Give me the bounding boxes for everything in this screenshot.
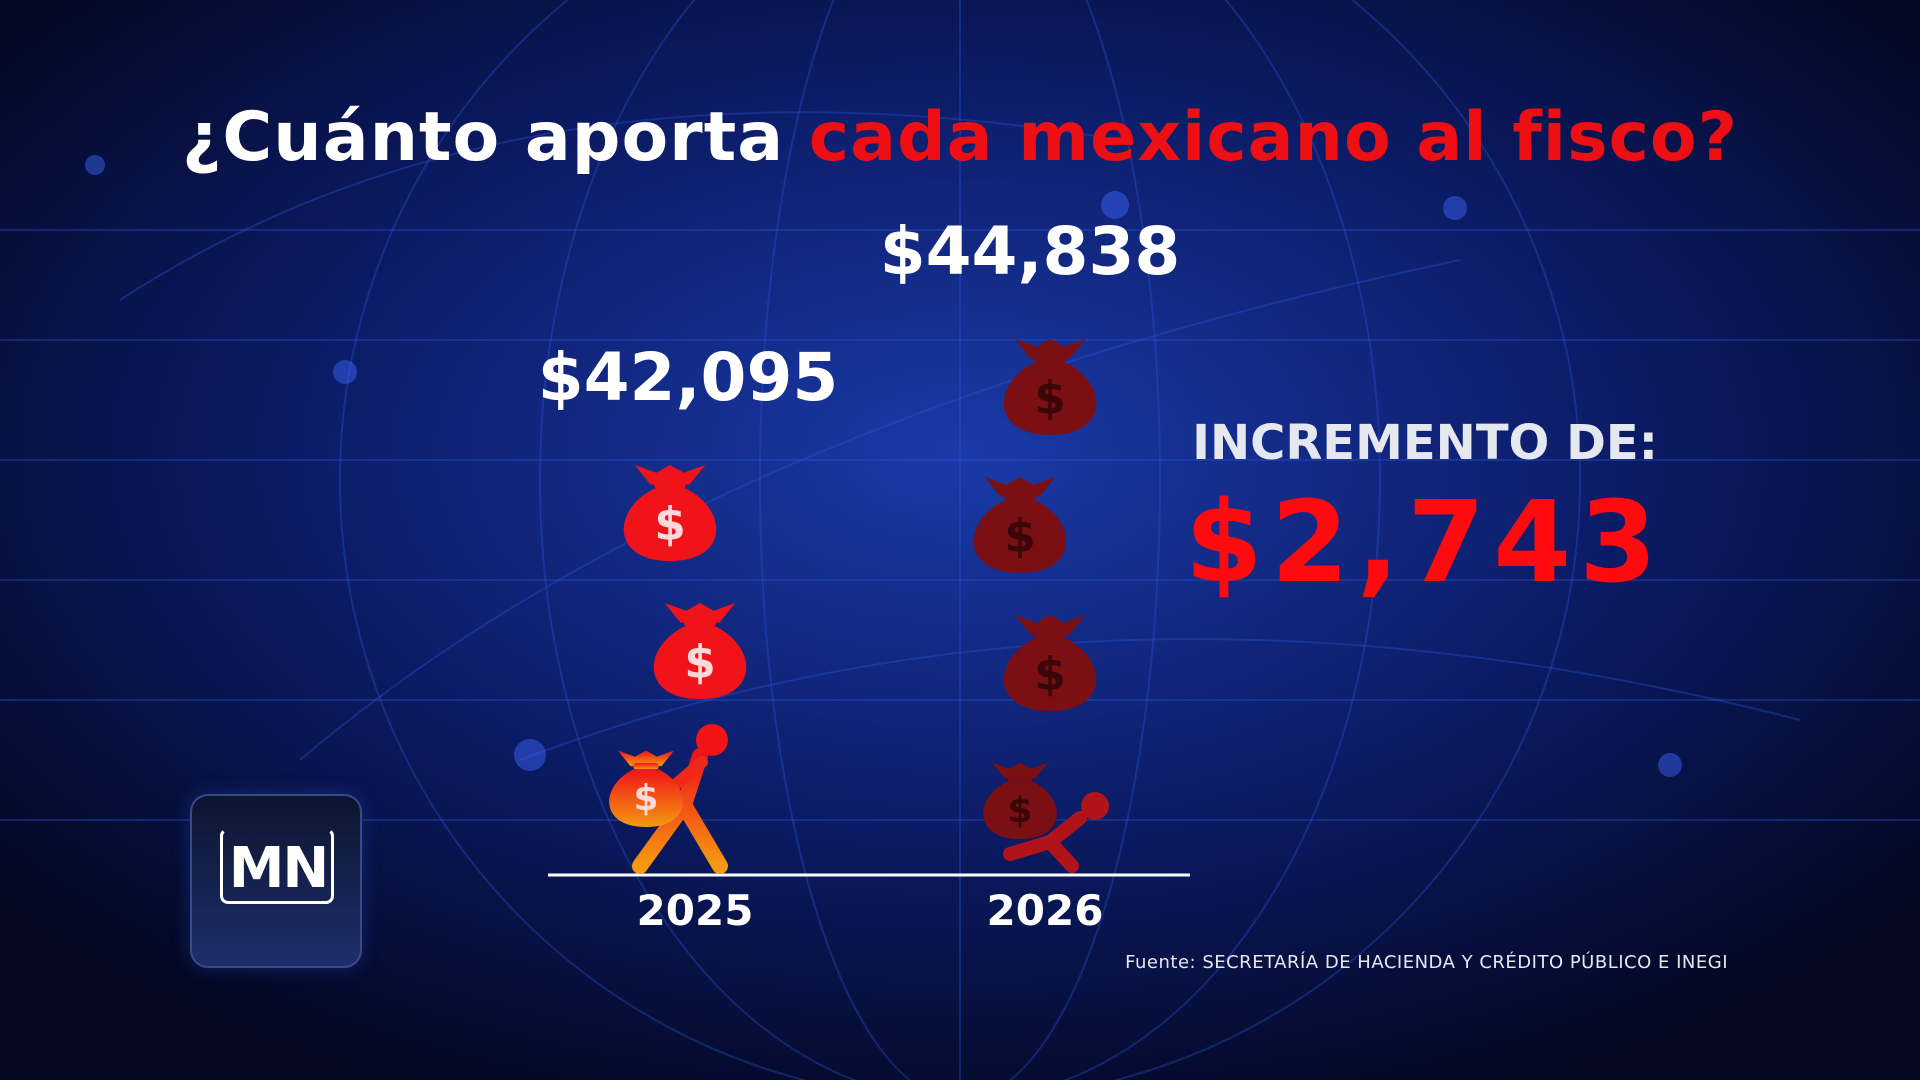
title-highlight: cada mexicano al fisco? xyxy=(808,98,1739,177)
title-prefix: ¿Cuánto aporta xyxy=(181,98,809,177)
bar-stack-2026: $ $ $ $ xyxy=(973,338,1109,873)
source-note: Fuente: SECRETARÍA DE HACIENDA Y CRÉDITO… xyxy=(1125,952,1728,973)
dollar-sign-icon: $ xyxy=(1034,647,1065,700)
category-label-2026: 2026 xyxy=(987,886,1104,935)
money-bag-2026-1: $ xyxy=(983,762,1057,839)
increment-label: INCREMENTO DE: xyxy=(1192,415,1658,471)
money-bag-2026-4: $ xyxy=(1003,338,1097,435)
dollar-sign-icon: $ xyxy=(654,497,685,550)
value-label-2025: $42,095 xyxy=(538,339,839,416)
logo-text: MN xyxy=(228,836,330,901)
money-bag-2025-2: $ xyxy=(653,602,747,699)
dollar-sign-icon: $ xyxy=(1034,371,1065,424)
logo-frame xyxy=(220,828,334,904)
value-label-2026: $44,838 xyxy=(880,213,1181,290)
carrier-figure-2026 xyxy=(1003,792,1109,873)
bar-stack-2025: $ $ $ xyxy=(609,464,747,874)
increment-value: $2,743 xyxy=(1184,478,1666,608)
money-bag-2025-1: $ xyxy=(609,750,683,827)
dollar-sign-icon: $ xyxy=(1008,790,1033,831)
category-label-2025: 2025 xyxy=(637,886,754,935)
dollar-sign-icon: $ xyxy=(1004,509,1035,562)
brand-logo: MN xyxy=(190,794,362,968)
money-bag-2026-3: $ xyxy=(973,476,1067,573)
dollar-sign-icon: $ xyxy=(684,635,715,688)
dollar-sign-icon: $ xyxy=(634,778,659,819)
page-title: ¿Cuánto aporta cada mexicano al fisco? xyxy=(0,98,1920,177)
money-bag-2025-3: $ xyxy=(623,464,717,561)
money-bag-2026-2: $ xyxy=(1003,614,1097,711)
